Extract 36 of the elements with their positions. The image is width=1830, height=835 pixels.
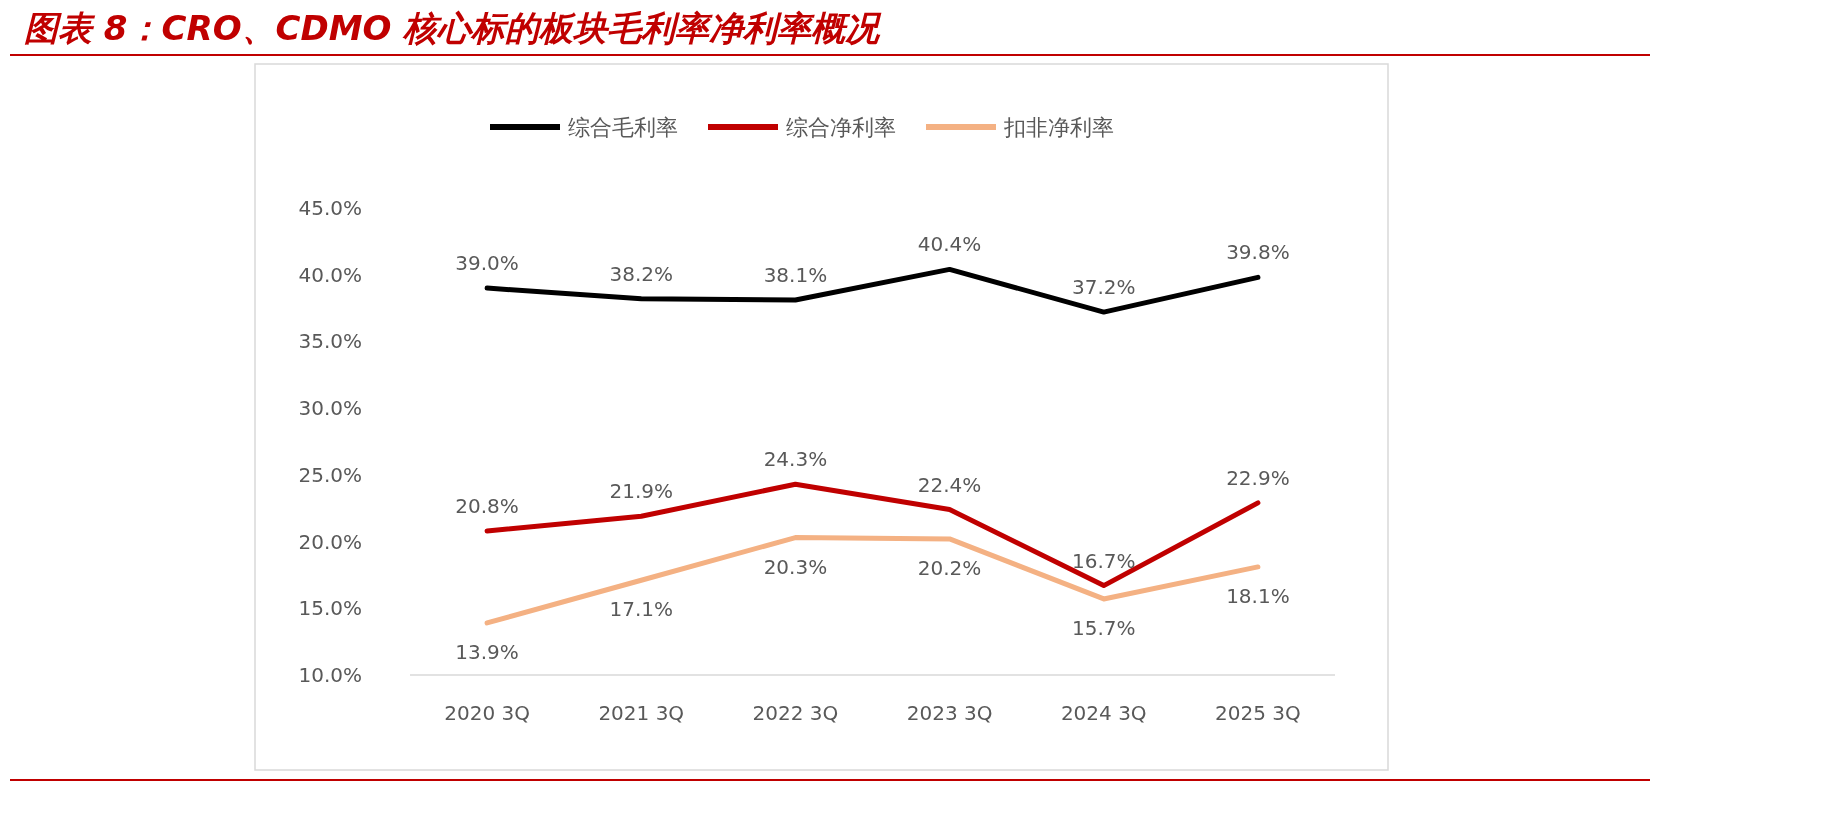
data-label: 39.0% (455, 251, 519, 276)
x-tick-label: 2020 3Q (444, 701, 530, 725)
data-label: 15.7% (1071, 615, 1136, 640)
data-label: 18.1% (1226, 583, 1290, 608)
x-tick-label: 2022 3Q (752, 701, 839, 725)
data-label: 39.8% (1226, 240, 1290, 265)
y-tick-label: 20.0% (298, 529, 362, 554)
data-label: 21.9% (609, 479, 674, 504)
data-label: 22.9% (1226, 465, 1290, 490)
y-tick-label: 45.0% (298, 196, 362, 220)
legend-label: 综合毛利率 (568, 115, 678, 140)
data-label: 20.3% (763, 554, 828, 579)
data-label: 22.4% (917, 472, 982, 497)
data-label: 16.7% (1071, 548, 1136, 573)
y-tick-label: 25.0% (298, 462, 362, 487)
x-tick-label: 2024 3Q (1060, 701, 1147, 725)
data-label: 13.9% (455, 639, 519, 664)
chart-title: 图表 8：CRO、CDMO 核心标的板块毛利率净利率概况 (24, 8, 883, 48)
legend-label: 扣非净利率 (1003, 115, 1114, 140)
data-label: 24.3% (763, 447, 828, 472)
y-tick-label: 10.0% (298, 663, 362, 687)
y-tick-label: 40.0% (298, 262, 362, 287)
data-label: 17.1% (609, 597, 674, 622)
y-tick-label: 15.0% (298, 596, 362, 621)
x-tick-label: 2025 3Q (1215, 701, 1301, 725)
data-label: 38.2% (609, 261, 674, 286)
data-label: 38.1% (763, 263, 828, 288)
x-tick-label: 2023 3Q (906, 701, 993, 725)
y-tick-label: 30.0% (298, 396, 362, 421)
y-tick-label: 35.0% (298, 329, 362, 354)
data-label: 20.8% (455, 493, 519, 518)
data-label: 20.2% (917, 555, 982, 580)
legend-label: 综合净利率 (786, 115, 896, 140)
data-label: 37.2% (1071, 275, 1136, 300)
data-label: 40.4% (917, 232, 982, 257)
x-tick-label: 2021 3Q (598, 701, 685, 725)
